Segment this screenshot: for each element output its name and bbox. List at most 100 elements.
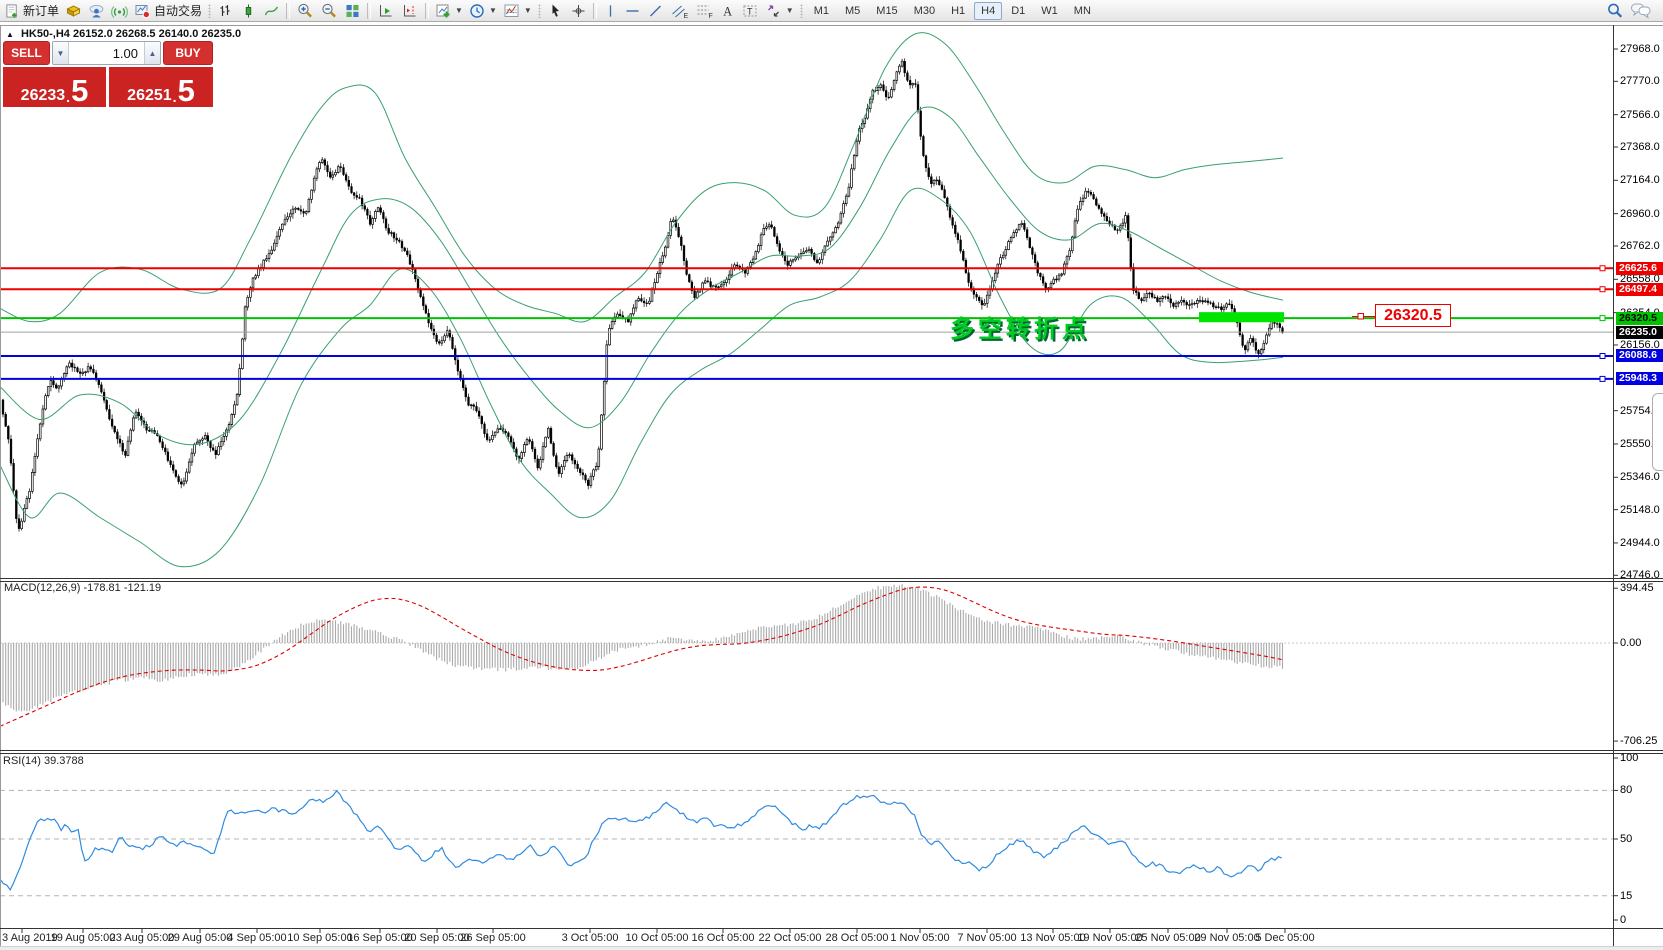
cursor-tool-button[interactable] — [544, 1, 567, 21]
sell-price-box[interactable]: 26233 . 5 — [3, 67, 106, 107]
volume-decrease-button[interactable]: ▼ — [53, 42, 69, 64]
text-tool[interactable]: A — [717, 1, 738, 21]
text-label-tool[interactable]: T — [738, 1, 762, 21]
time-axis-label: 29 Nov 05:00 — [1194, 932, 1260, 944]
scrollbar-thumb[interactable] — [1652, 393, 1663, 471]
macd-axis-tick: 0.00 — [1620, 637, 1642, 649]
bar-chart-mode-button[interactable] — [214, 1, 237, 21]
candle-wicks — [2, 58, 1283, 532]
bear-candles — [1, 60, 1284, 529]
level-line-handle[interactable] — [1599, 352, 1606, 359]
rsi-label: RSI(14) 39.3788 — [3, 755, 84, 767]
price-axis-tick: 25550.0 — [1620, 437, 1660, 450]
buy-price-box[interactable]: 26251 . 5 — [109, 67, 213, 107]
price-axis-tick: 27566.0 — [1620, 108, 1660, 121]
sell-price-main: 26233 — [20, 87, 66, 104]
trendline-tool[interactable] — [644, 1, 667, 21]
history-center-button[interactable] — [62, 1, 85, 21]
time-axis-label: 5 Dec 05:00 — [1255, 932, 1315, 944]
buy-button[interactable]: BUY — [163, 41, 213, 65]
timeframe-button-w1[interactable]: W1 — [1041, 4, 1058, 17]
new-chart-button[interactable]: ▼ — [432, 1, 466, 21]
community-button[interactable] — [85, 1, 108, 21]
autotrading-label: 自动交易 — [154, 4, 203, 18]
timeframe-button-m1[interactable]: M1 — [813, 4, 829, 17]
timeframe-button-d1[interactable]: D1 — [1011, 4, 1026, 17]
timeframe-button-h4[interactable]: H4 — [974, 1, 1003, 20]
price-axis-tick: 24944.0 — [1620, 536, 1660, 549]
search-button[interactable] — [1603, 1, 1627, 21]
line-chart-mode-button[interactable] — [260, 1, 283, 21]
ohlc-values: 26152.0 26268.5 26140.0 26235.0 — [72, 28, 242, 40]
svg-text:E: E — [683, 13, 688, 19]
time-axis-label: 10 Sep 05:00 — [287, 932, 353, 944]
rsi-axis-tick: 15 — [1620, 889, 1633, 902]
timeframe-button-h1[interactable]: H1 — [951, 4, 966, 17]
signals-button[interactable] — [108, 1, 131, 21]
candlestick-mode-button[interactable] — [237, 1, 260, 21]
horizontal-line-tool[interactable] — [621, 1, 644, 21]
highlight-zone-rect[interactable] — [1199, 312, 1284, 323]
zoom-in-button[interactable] — [293, 1, 317, 21]
timeframe-button-mn[interactable]: MN — [1073, 4, 1091, 17]
toolbar-grip — [208, 3, 212, 18]
vertical-line-tool[interactable] — [600, 1, 621, 21]
time-axis-label: 16 Oct 05:00 — [691, 932, 755, 944]
chat-button[interactable] — [1627, 1, 1655, 21]
sell-button[interactable]: SELL — [3, 41, 50, 65]
level-line-handle[interactable] — [1599, 286, 1606, 293]
cursor-arrow-icon — [552, 4, 559, 17]
autotrading-button[interactable]: 自动交易 — [131, 1, 205, 21]
profiles-period-button[interactable]: ▼ — [466, 1, 500, 21]
price-axis-tick: 27164.0 — [1620, 174, 1660, 187]
macd-axis-tick: 394.45 — [1620, 582, 1654, 595]
volume-value[interactable]: 1.00 — [112, 45, 138, 61]
price-axis-tick: 25346.0 — [1620, 471, 1660, 484]
rsi-line — [0, 789, 1282, 891]
level-line-handle[interactable] — [1599, 265, 1606, 272]
timeframe-button-m30[interactable]: M30 — [913, 4, 936, 17]
chart-title: ▲ HK50-,H4 26152.0 26268.5 26140.0 26235… — [6, 28, 241, 40]
candlestick-icon — [245, 4, 252, 17]
time-axis-label: 19 Nov 05:00 — [1077, 932, 1143, 944]
level-callout-label[interactable]: 26320.5 — [1375, 304, 1451, 327]
auto-scroll-icon — [380, 4, 392, 16]
chevron-down-icon: ▼ — [488, 6, 497, 15]
chevron-down-icon: ▼ — [523, 6, 532, 15]
horizontal-line-icon — [626, 9, 639, 12]
time-axis-label: 16 Sep 05:00 — [347, 932, 413, 944]
toolbar-separator — [592, 2, 597, 19]
level-line-handle[interactable] — [1599, 375, 1606, 382]
price-axis-tick: 26558.0 — [1620, 273, 1660, 286]
chart-shift-button[interactable] — [398, 1, 422, 21]
sell-price-dot: . — [66, 89, 71, 105]
chart-annotation-text[interactable]: 多空转折点 — [950, 316, 1090, 343]
collapse-panel-arrow[interactable]: ▲ — [6, 30, 14, 39]
line-chart-icon — [264, 6, 279, 15]
rsi-axis-tick: 0 — [1620, 914, 1627, 926]
crosshair-tool-button[interactable] — [567, 1, 590, 21]
volume-increase-button[interactable]: ▲ — [144, 42, 160, 64]
callout-anchor[interactable] — [1357, 313, 1364, 320]
sell-price-frac: 5 — [71, 72, 89, 108]
zoom-out-icon — [322, 3, 336, 18]
timeframe-button-m5[interactable]: M5 — [845, 4, 861, 17]
timeframe-group: M1 M5 M15 M30 H1 H4 D1 W1 MN — [806, 1, 1099, 20]
equidistant-channel-tool[interactable]: E — [667, 1, 692, 21]
arrows-tool-button[interactable]: ▼ — [762, 1, 797, 21]
auto-scroll-button[interactable] — [374, 1, 398, 21]
time-axis-label: 3 Oct 05:00 — [561, 932, 619, 944]
tile-windows-icon — [346, 4, 359, 17]
level-line-handle[interactable] — [1599, 315, 1606, 322]
tile-windows-button[interactable] — [341, 1, 364, 21]
new-order-button[interactable]: 新订单 — [2, 1, 62, 21]
toolbar-grip — [537, 3, 541, 18]
indicators-button[interactable]: ▼ — [500, 1, 535, 21]
new-order-icon — [6, 3, 17, 18]
timeframe-button-m15[interactable]: M15 — [876, 4, 898, 17]
zoom-out-button[interactable] — [317, 1, 341, 21]
symbol-period-label: HK50-,H4 — [20, 28, 70, 40]
price-axis-tick: 25754.0 — [1620, 404, 1660, 417]
bollinger-lower-band — [0, 187, 1284, 568]
fibonacci-tool[interactable]: F — [692, 1, 717, 21]
